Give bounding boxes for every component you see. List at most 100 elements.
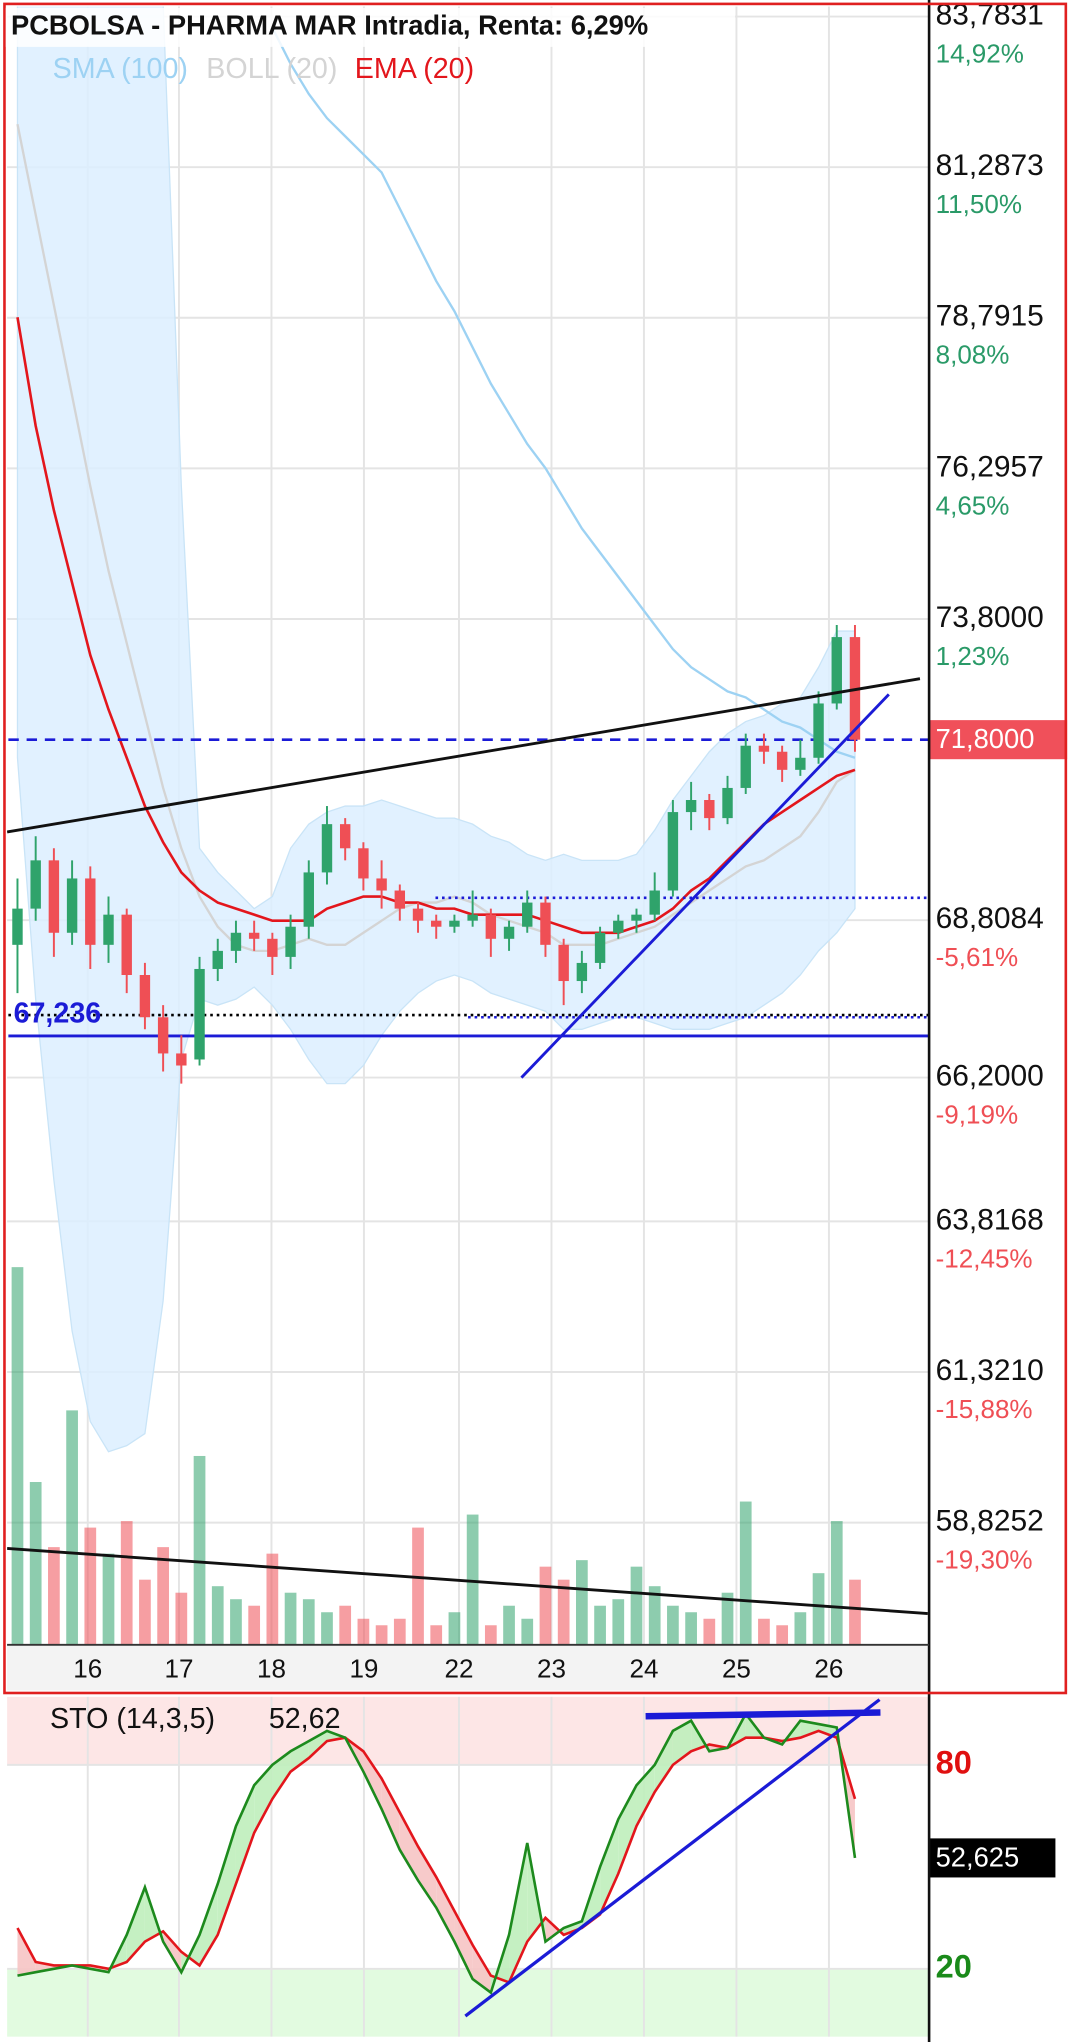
candle-body	[631, 914, 642, 921]
volume-bar	[157, 1547, 169, 1645]
candle-body	[831, 637, 842, 704]
level-label: 67,236	[14, 998, 102, 1030]
candle-body	[30, 860, 41, 909]
candle-body	[412, 908, 424, 921]
y-tick-change: 4,65%	[936, 490, 1010, 520]
legend-entry: BOLL (20)	[206, 53, 337, 85]
candle-body	[649, 890, 660, 915]
stoch-fill	[163, 1931, 182, 1973]
y-tick-label: 80	[936, 1744, 972, 1780]
volume-bar	[758, 1618, 770, 1645]
volume-bar	[776, 1625, 789, 1645]
stochastic-title: STO (14,3,5)	[50, 1703, 215, 1735]
volume-bar	[139, 1579, 151, 1645]
y-tick-change: -12,45%	[936, 1243, 1033, 1273]
candle-body	[139, 975, 151, 1018]
stoch-fill	[454, 1911, 473, 1980]
candle-body	[503, 926, 515, 939]
y-tick-label: 61,3210	[936, 1354, 1044, 1387]
pane-border	[3, 2, 1068, 1695]
candle-body	[449, 920, 460, 927]
candle-body	[704, 800, 715, 819]
y-tick-label: 83,7831	[936, 0, 1044, 31]
y-tick-change: 8,08%	[936, 340, 1010, 370]
stoch-fill	[636, 1764, 655, 1827]
volume-bar	[120, 1521, 133, 1645]
price-tag	[929, 720, 1068, 760]
chart-title: PCBOLSA - PHARMA MAR Intradia, Renta: 6,…	[11, 10, 648, 41]
candle-body	[685, 800, 697, 813]
stoch-fill	[272, 1751, 291, 1799]
volume-bar	[648, 1586, 661, 1645]
candle-body	[339, 824, 351, 849]
value-tag-label: 52,625	[936, 1841, 1020, 1872]
volume-bar	[484, 1625, 497, 1645]
volume-bar	[102, 1553, 115, 1645]
candle-body	[394, 890, 406, 909]
x-tick-label: 17	[164, 1654, 193, 1684]
candle-body	[157, 1017, 169, 1054]
candle-body	[321, 824, 333, 873]
candle-body	[758, 745, 770, 752]
volume-bar	[375, 1625, 388, 1645]
candle-body	[194, 968, 205, 1060]
trend-line	[520, 693, 890, 1079]
volume-bar	[703, 1618, 716, 1645]
volume-bar	[248, 1605, 261, 1645]
title-backdrop	[5, 7, 736, 47]
y-tick-change: 1,23%	[936, 641, 1010, 671]
indicator-line	[16, 317, 856, 935]
candle-body	[48, 860, 60, 933]
stoch-fill	[199, 1883, 218, 1966]
y-tick-label: 66,2000	[936, 1059, 1044, 1092]
volume-bar	[193, 1455, 206, 1645]
candle-body	[576, 962, 588, 982]
volume-bar	[849, 1579, 861, 1645]
stoch-fill	[217, 1826, 236, 1935]
stoch-fill	[618, 1785, 637, 1874]
candle-body	[740, 745, 751, 788]
volume-bar	[576, 1560, 588, 1645]
y-tick-change: 11,50%	[936, 189, 1022, 219]
candle-body	[303, 872, 314, 927]
candle-body	[358, 848, 369, 879]
y-tick-label: 78,7915	[936, 300, 1044, 333]
candle-body	[267, 938, 278, 957]
price-pane: 67,236	[7, 6, 930, 1645]
candle-body	[776, 751, 788, 770]
zone	[7, 1968, 930, 2037]
trend-line	[7, 1547, 928, 1615]
volume-bar	[357, 1618, 370, 1645]
legend-entry: SMA (100)	[53, 53, 188, 85]
y-tick-change: -15,88%	[936, 1394, 1033, 1424]
stoch-fill	[308, 1730, 327, 1759]
candle-body	[230, 932, 242, 951]
y-tick-label: 81,2873	[936, 149, 1044, 182]
x-tick-label: 18	[257, 1654, 286, 1684]
volume-bar	[230, 1599, 242, 1645]
volume-bar	[685, 1612, 697, 1645]
stoch-line	[17, 1711, 857, 1995]
candle-body	[667, 812, 679, 891]
stoch-fill	[654, 1730, 673, 1793]
volume-bar	[630, 1566, 643, 1645]
legend-entry: EMA (20)	[355, 53, 474, 85]
x-tick-label: 24	[629, 1654, 658, 1684]
y-tick-label: 76,2957	[936, 450, 1044, 483]
candle-body	[722, 787, 733, 819]
volume-bar	[721, 1592, 734, 1645]
volume-bar	[557, 1579, 570, 1645]
x-tick-label: 19	[349, 1654, 378, 1684]
price-tag-label: 71,8000	[936, 723, 1035, 754]
trend-line	[7, 677, 921, 834]
y-tick-label: 68,8084	[936, 902, 1044, 935]
x-tick-label: 25	[722, 1654, 751, 1684]
candle-body	[103, 914, 114, 945]
stoch-fill	[563, 1921, 582, 1935]
candle-body	[212, 950, 223, 969]
x-tick-label: 26	[814, 1654, 843, 1684]
stoch-fill	[600, 1819, 619, 1915]
stochastic-pane	[7, 1696, 930, 2037]
volume-bar	[211, 1586, 224, 1645]
volume-bar	[794, 1612, 807, 1645]
